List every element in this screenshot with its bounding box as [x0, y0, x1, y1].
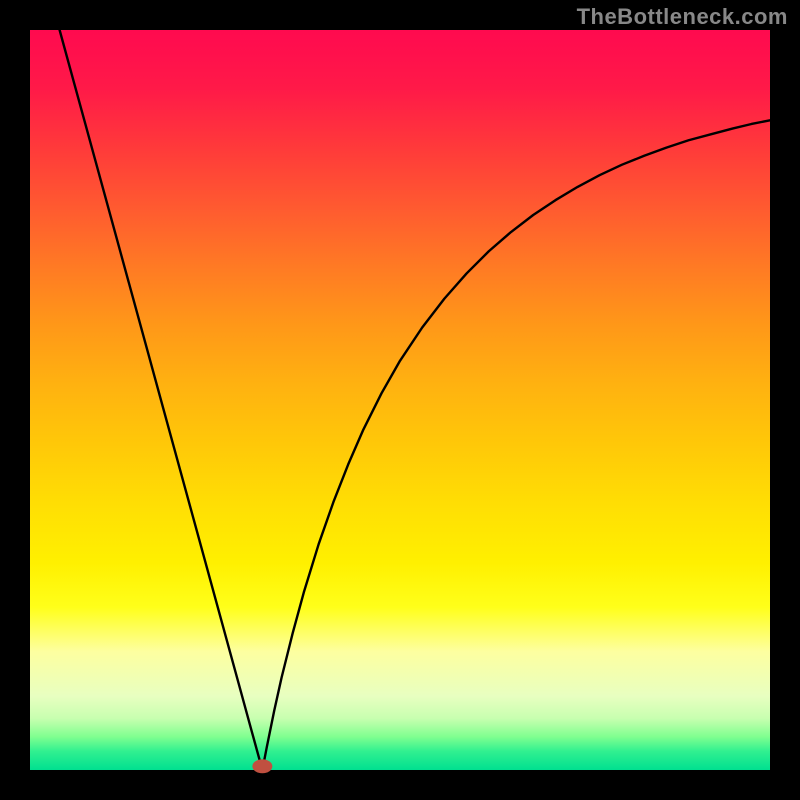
chart-container: TheBottleneck.com [0, 0, 800, 800]
chart-svg [0, 0, 800, 800]
watermark-text: TheBottleneck.com [577, 4, 788, 30]
optimal-point-marker [252, 759, 272, 773]
gradient-background [30, 30, 770, 770]
